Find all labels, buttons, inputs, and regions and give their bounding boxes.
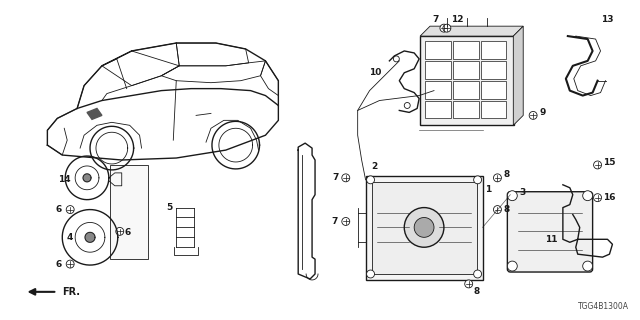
Bar	[453, 100, 479, 118]
Circle shape	[367, 176, 374, 184]
Circle shape	[66, 260, 74, 268]
Text: 8: 8	[474, 287, 480, 296]
Text: TGG4B1300A: TGG4B1300A	[579, 302, 629, 311]
Circle shape	[404, 208, 444, 247]
Text: 14: 14	[58, 175, 70, 184]
Bar	[425, 61, 451, 79]
Polygon shape	[513, 26, 524, 125]
Bar	[425, 81, 451, 99]
Text: FR.: FR.	[62, 287, 80, 297]
Bar	[372, 182, 477, 274]
Circle shape	[508, 191, 517, 201]
Text: 13: 13	[601, 15, 614, 24]
Circle shape	[66, 206, 74, 213]
Polygon shape	[85, 232, 95, 242]
Text: 5: 5	[166, 203, 172, 212]
Circle shape	[493, 174, 501, 182]
Text: 6: 6	[55, 205, 61, 214]
Bar	[365, 176, 483, 280]
Bar	[420, 36, 515, 125]
Text: 7: 7	[332, 217, 338, 226]
Circle shape	[529, 111, 537, 119]
Bar	[425, 100, 451, 118]
Circle shape	[493, 206, 501, 213]
Text: 8: 8	[503, 170, 509, 180]
Circle shape	[404, 102, 410, 108]
Bar	[481, 61, 506, 79]
Text: 4: 4	[67, 233, 74, 242]
Circle shape	[465, 280, 473, 288]
Polygon shape	[420, 26, 524, 36]
Bar	[110, 165, 147, 259]
Text: 15: 15	[604, 158, 616, 167]
Bar	[453, 61, 479, 79]
Circle shape	[367, 270, 374, 278]
Text: 9: 9	[540, 108, 546, 117]
Text: 8: 8	[503, 205, 509, 214]
Bar	[481, 100, 506, 118]
Bar	[481, 41, 506, 59]
FancyBboxPatch shape	[508, 192, 593, 272]
Text: 10: 10	[369, 68, 381, 77]
Circle shape	[594, 161, 602, 169]
Circle shape	[440, 24, 448, 32]
Bar	[481, 81, 506, 99]
Circle shape	[116, 228, 124, 235]
Circle shape	[342, 174, 349, 182]
Bar	[425, 41, 451, 59]
Text: 12: 12	[451, 15, 463, 24]
Circle shape	[474, 270, 481, 278]
Text: 7: 7	[433, 15, 439, 24]
Polygon shape	[87, 108, 102, 119]
Bar	[453, 41, 479, 59]
Circle shape	[508, 261, 517, 271]
Circle shape	[414, 218, 434, 237]
Circle shape	[582, 261, 593, 271]
Text: 2: 2	[371, 163, 378, 172]
Bar	[453, 81, 479, 99]
Polygon shape	[83, 174, 91, 182]
Text: 16: 16	[604, 193, 616, 202]
Text: 3: 3	[519, 188, 525, 197]
Circle shape	[443, 24, 451, 32]
Text: 6: 6	[125, 228, 131, 237]
Text: 11: 11	[545, 235, 557, 244]
Circle shape	[594, 194, 602, 202]
Text: 1: 1	[485, 185, 492, 194]
Circle shape	[394, 56, 399, 62]
Circle shape	[582, 191, 593, 201]
Text: 7: 7	[333, 173, 339, 182]
Text: 6: 6	[55, 260, 61, 268]
Circle shape	[474, 176, 481, 184]
Circle shape	[342, 218, 349, 225]
